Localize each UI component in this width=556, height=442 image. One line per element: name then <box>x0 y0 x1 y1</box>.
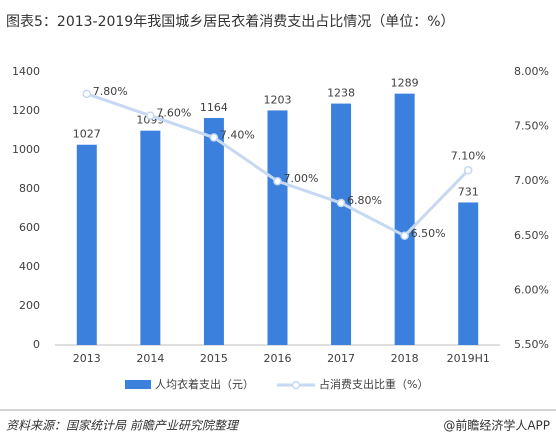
x-tick-label: 2016 <box>264 352 292 365</box>
chart-title: 图表5：2013-2019年我国城乡居民衣着消费支出占比情况（单位：%） <box>6 14 455 30</box>
bar-value-label: 1027 <box>73 128 101 141</box>
y-tick-label: 1000 <box>12 143 40 156</box>
line-value-label: 6.50% <box>411 227 446 240</box>
y-tick-label: 1200 <box>12 104 40 117</box>
y2-tick-label: 8.00% <box>514 65 549 78</box>
y2-tick-label: 7.50% <box>514 120 549 133</box>
legend-label: 人均衣着支出（元） <box>155 377 254 391</box>
legend-label: 占消费支出比重（%） <box>319 377 428 391</box>
bar <box>76 144 97 345</box>
line-value-label: 7.80% <box>93 85 128 98</box>
bar <box>458 202 479 345</box>
y-tick-label: 0 <box>33 338 40 351</box>
y-tick-label: 200 <box>19 299 40 312</box>
bar <box>394 93 415 346</box>
line-marker <box>273 176 282 186</box>
line-value-label: 7.10% <box>451 149 486 162</box>
y-tick-label: 1400 <box>12 65 40 78</box>
bar-value-label: 1289 <box>391 77 419 90</box>
y-tick-label: 800 <box>19 182 40 195</box>
footer-brand: @前瞻经济学人APP <box>443 418 550 433</box>
x-tick-label: 2013 <box>73 352 101 365</box>
y2-tick-label: 6.00% <box>514 283 549 296</box>
bar-value-label: 1164 <box>200 101 228 114</box>
bar <box>140 130 161 345</box>
x-tick-label: 2017 <box>327 352 355 365</box>
line-value-label: 7.00% <box>284 172 319 185</box>
bar-value-label: 1203 <box>264 93 292 106</box>
x-tick-label: 2019H1 <box>447 352 490 365</box>
y2-tick-label: 6.50% <box>514 229 549 242</box>
bar-value-label: 1238 <box>327 87 355 100</box>
line-value-label: 7.60% <box>156 107 191 120</box>
y2-tick-label: 5.50% <box>514 338 549 351</box>
line-value-label: 6.80% <box>347 194 382 207</box>
bar-value-label: 731 <box>458 185 479 198</box>
legend-swatch-marker <box>291 380 301 390</box>
line-marker <box>463 166 473 175</box>
y2-tick-label: 7.00% <box>514 174 549 187</box>
legend-swatch <box>125 380 151 389</box>
line-marker <box>82 89 92 99</box>
y-tick-label: 600 <box>19 221 40 234</box>
bar <box>331 103 352 345</box>
x-tick-label: 2018 <box>391 352 419 365</box>
x-tick-label: 2014 <box>136 352 164 365</box>
line-marker <box>400 231 409 241</box>
line-marker <box>336 198 346 208</box>
line-marker <box>146 111 155 120</box>
y-tick-label: 400 <box>19 260 40 273</box>
line-value-label: 7.40% <box>220 129 255 142</box>
footer-source: 资料来源：国家统计局 前瞻产业研究院整理 <box>6 419 240 433</box>
bar <box>203 118 224 346</box>
bar <box>267 110 288 345</box>
x-tick-label: 2015 <box>200 352 228 365</box>
line-marker <box>209 133 219 142</box>
